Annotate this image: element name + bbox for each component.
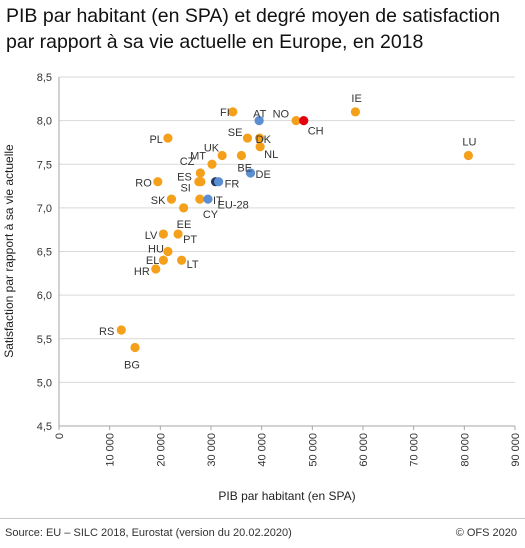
copyright-note: © OFS 2020 <box>455 527 517 539</box>
point-label-pl: PL <box>149 134 162 146</box>
point-label-lt: LT <box>187 259 199 271</box>
point-label-uk: UK <box>204 143 220 155</box>
footer-divider <box>0 518 525 519</box>
point-label-no: NO <box>273 109 290 121</box>
point-label-de: DE <box>256 169 271 181</box>
data-point-fi <box>228 107 238 117</box>
data-point-lv <box>158 229 168 239</box>
gridlines <box>59 76 515 383</box>
point-label-ch: CH <box>308 126 324 138</box>
y-tick-label: 5,0 <box>37 377 52 389</box>
point-label-ro: RO <box>135 178 152 190</box>
point-label-at: AT <box>253 109 267 121</box>
point-label-el: EL <box>146 255 159 267</box>
point-label-dk: DK <box>256 134 272 146</box>
data-point-rs <box>116 325 126 335</box>
data-point-it <box>203 194 213 204</box>
point-label-mt: MT <box>190 150 206 162</box>
data-point-de <box>245 168 256 178</box>
data-point-si <box>196 177 206 187</box>
y-tick-labels: 4,5 5,0 5,5 6,0 6,5 7,0 7,5 8,0 8,5 <box>37 72 52 433</box>
data-point-mt <box>207 159 217 169</box>
data-point-nl <box>255 142 265 152</box>
y-tick-label: 7,0 <box>37 203 52 215</box>
y-tick-label: 4,5 <box>37 421 52 433</box>
data-point-el <box>158 255 168 265</box>
y-axis-title: Satisfaction par rapport à sa vie actuel… <box>2 144 16 358</box>
point-label-lv: LV <box>145 230 158 242</box>
data-point-hu <box>163 246 173 257</box>
data-point-pl <box>163 133 173 143</box>
data-point-lu <box>463 150 473 161</box>
point-label-cz: CZ <box>180 156 195 168</box>
data-points <box>116 107 473 353</box>
y-tick-label: 6,0 <box>37 290 52 302</box>
point-label-eu-28: EU-28 <box>218 200 249 212</box>
data-point-dk <box>255 133 265 143</box>
x-tick-labels: 0 10 000 20 000 30 000 40 000 50 000 60 000 70 … <box>54 433 522 467</box>
point-label-sk: SK <box>151 195 166 207</box>
data-point-uk <box>217 150 227 161</box>
data-point-no <box>291 116 301 126</box>
data-point-ch <box>299 116 309 126</box>
x-tick-label: 60 000 <box>358 433 370 467</box>
data-point-pt <box>173 229 183 239</box>
point-label-rs: RS <box>99 326 114 338</box>
x-tick-label: 30 000 <box>206 433 218 467</box>
y-tick-label: 6,5 <box>37 247 52 259</box>
point-label-si: SI <box>180 183 190 195</box>
data-point-ie <box>350 107 360 117</box>
data-point-cy <box>195 194 205 204</box>
point-label-bg: BG <box>124 359 140 371</box>
x-tick-label: 80 000 <box>459 433 471 467</box>
data-point-se <box>242 133 253 143</box>
chart-title-line2: par rapport à sa vie actuelle en Europe,… <box>6 31 424 53</box>
data-point-be <box>236 150 246 161</box>
x-tick-label: 10 000 <box>105 433 117 467</box>
y-tick-label: 7,5 <box>37 159 52 171</box>
x-tick-label: 20 000 <box>155 433 167 467</box>
point-label-nl: NL <box>264 149 278 161</box>
point-label-fr: FR <box>225 179 240 191</box>
data-point-lt <box>177 255 187 265</box>
point-label-it: IT <box>213 195 223 207</box>
point-label-es: ES <box>177 172 192 184</box>
point-label-cy: CY <box>203 209 219 221</box>
data-point-fr <box>214 177 224 187</box>
point-label-hu: HU <box>148 244 164 256</box>
point-label-ie: IE <box>351 93 361 105</box>
data-point-bg <box>130 342 140 353</box>
scatter-chart: 4,5 5,0 5,5 6,0 6,5 7,0 7,5 8,0 8,5 0 10 000 20 00… <box>2 72 522 503</box>
point-label-fi: FI <box>220 107 230 119</box>
point-label-pt: PT <box>183 234 197 246</box>
x-axis-title: PIB par habitant (en SPA) <box>218 489 355 503</box>
y-tick-label: 8,5 <box>37 72 52 84</box>
axes <box>58 77 516 430</box>
chart-title-line1: PIB par habitant (en SPA) et degré moyen… <box>6 5 500 27</box>
x-tick-label: 0 <box>54 433 66 439</box>
x-tick-label: 70 000 <box>409 433 421 467</box>
y-tick-label: 8,0 <box>37 116 52 128</box>
data-point-cz <box>195 168 205 178</box>
source-note: Source: EU – SILC 2018, Eurostat (versio… <box>5 527 292 539</box>
chart-title: PIB par habitant (en SPA) et degré moyen… <box>6 3 521 55</box>
data-point-sk <box>166 194 177 204</box>
data-point-at <box>254 116 264 126</box>
x-tick-label: 90 000 <box>510 433 522 467</box>
point-label-lu: LU <box>462 137 476 149</box>
point-label-ee: EE <box>177 219 192 231</box>
data-point-ro <box>153 177 163 187</box>
point-label-se: SE <box>228 127 243 139</box>
x-tick-label: 40 000 <box>257 433 269 467</box>
data-point-hr <box>151 264 161 274</box>
y-tick-label: 5,5 <box>37 334 52 346</box>
data-point-ee <box>179 203 189 213</box>
point-label-be: BE <box>237 163 252 175</box>
point-label-hr: HR <box>134 266 150 278</box>
x-tick-label: 50 000 <box>307 433 319 467</box>
